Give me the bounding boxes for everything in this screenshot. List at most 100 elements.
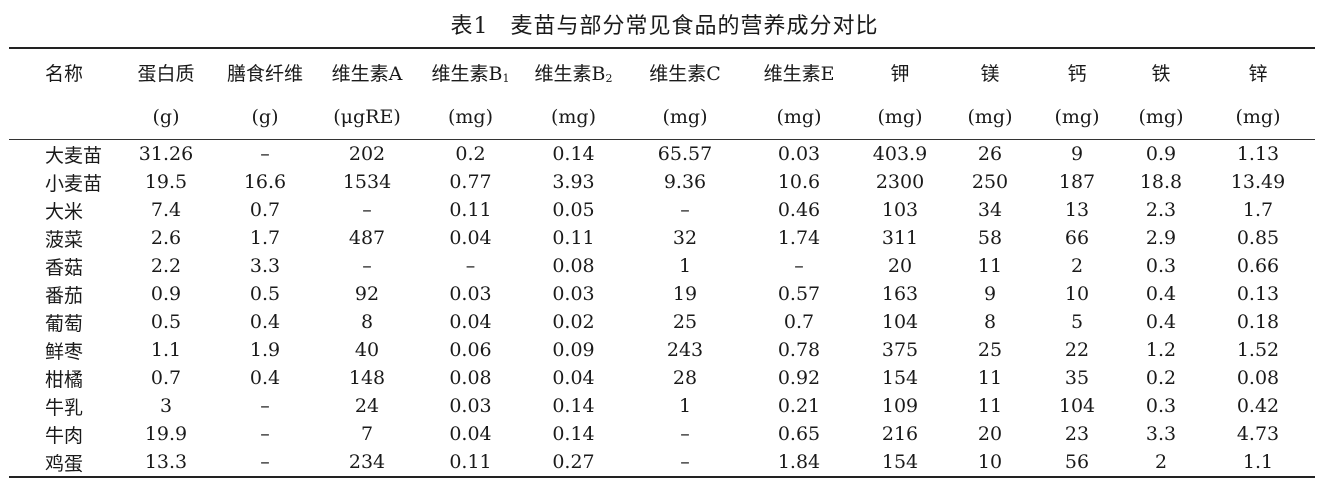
table-cell: 216 <box>881 423 919 445</box>
table-row: 大米 7.4 0.7 – 0.11 0.05 – 0.46 103 34 13 2.3 1.7 <box>9 196 1315 224</box>
table-cell: 0.03 <box>449 283 492 305</box>
table-cell: 0.85 <box>1236 227 1280 249</box>
table-cell: 66 <box>1064 227 1090 249</box>
table-cell: 0.02 <box>552 311 595 333</box>
table-cell: 0.14 <box>552 423 595 445</box>
table-header: 名称 蛋白质 膳食纤维 维生素A 维生素B1 维生素B2 维生素C 维生素E 钾镁钙铁锌 (g)… <box>9 47 1315 140</box>
table-cell: – <box>625 448 745 478</box>
table-cell: 154 <box>881 367 919 389</box>
table-cell: 0.77 <box>449 171 492 193</box>
row-name-cell: 鸡蛋 <box>9 448 117 478</box>
column-header-unit: (mg) <box>1121 95 1201 140</box>
table-cell: 16.6 <box>243 171 287 193</box>
table-cell: 34 <box>977 199 1003 221</box>
table-cell: 22 <box>1064 339 1090 361</box>
table-cell: 0.9 <box>150 283 182 305</box>
table-row: 大麦苗 31.26 – 202 0.2 0.14 65.57 0.03 403.9 26 9 0.9 1… <box>9 140 1315 169</box>
column-header-name: 锌 <box>1201 47 1315 95</box>
table-cell: 250 <box>971 171 1009 193</box>
table-cell: 104 <box>1058 395 1096 417</box>
row-name-cell: 葡萄 <box>45 312 84 335</box>
table-cell: 0.09 <box>552 339 595 361</box>
column-header-name: 铁 <box>1121 47 1201 95</box>
table-cell: 18.8 <box>1139 171 1183 193</box>
row-name-cell: 菠菜 <box>45 228 84 251</box>
table-row: 小麦苗 19.5 16.6 1534 0.77 3.93 9.36 10.6 2300 250 18… <box>9 168 1315 196</box>
table-cell: – <box>362 255 372 277</box>
table-cell: 3.3 <box>1145 423 1177 445</box>
table-cell: 13.49 <box>1230 171 1286 193</box>
table-cell: 0.2 <box>1145 367 1177 389</box>
column-header-label: 镁 <box>980 62 1000 85</box>
table-cell: 0.5 <box>249 283 281 305</box>
column-header-label: 钾 <box>890 62 910 85</box>
column-header-name: 镁 <box>947 47 1033 95</box>
column-header-name: 维生素B2 <box>522 47 625 95</box>
nutrition-table: 名称 蛋白质 膳食纤维 维生素A 维生素B1 维生素B2 维生素C 维生素E 钾镁钙铁锌 (g)… <box>9 47 1315 478</box>
column-header-label: 名称 <box>45 62 84 85</box>
table-caption: 表1 麦苗与部分常见食品的营养成分对比 <box>0 8 1329 40</box>
table-cell: – <box>260 423 270 445</box>
table-cell: 0.46 <box>777 199 821 221</box>
table-cell: 0.18 <box>1236 311 1280 333</box>
table-cell: 56 <box>1033 448 1121 478</box>
table-cell: – <box>362 199 372 221</box>
table-cell: 0.57 <box>777 283 821 305</box>
column-header-unit: (mg) <box>625 95 745 140</box>
table-cell: 0.92 <box>777 367 821 389</box>
column-header-subscript: 1 <box>502 71 510 85</box>
row-name-cell: 小麦苗 <box>45 172 103 195</box>
column-header-label: 锌 <box>1248 62 1268 85</box>
table-cell: 0.13 <box>1236 283 1280 305</box>
table-cell: 187 <box>1058 171 1096 193</box>
table-cell: 1.13 <box>1236 143 1280 165</box>
table-cell: 0.21 <box>777 395 821 417</box>
column-header-name: 维生素A <box>315 47 419 95</box>
column-header-label: 铁 <box>1151 62 1171 85</box>
table-cell: 0.3 <box>1145 395 1177 417</box>
table-cell: – <box>215 448 315 478</box>
table-cell: 23 <box>1064 423 1090 445</box>
table-row: 鲜枣 1.1 1.9 40 0.06 0.09 243 0.78 375 25 22 1.2 1.52 <box>9 336 1315 364</box>
table-cell: 35 <box>1064 367 1090 389</box>
table-cell: 7.4 <box>150 199 182 221</box>
table-row: 香菇 2.2 3.3 – – 0.08 1 – 20 11 2 0.3 0.66 <box>9 252 1315 280</box>
column-header-label: 维生素C <box>649 62 721 85</box>
table-cell: 0.4 <box>249 311 281 333</box>
table-title: 麦苗与部分常见食品的营养成分对比 <box>510 14 879 39</box>
table-cell: 0.78 <box>777 339 821 361</box>
table-cell: 13 <box>1064 199 1090 221</box>
table-cell: 13.3 <box>117 448 215 478</box>
table-cell: 9.36 <box>663 171 707 193</box>
table-cell: – <box>680 423 690 445</box>
table-cell: 0.7 <box>249 199 281 221</box>
table-cell: 1.52 <box>1236 339 1280 361</box>
table-cell: 0.65 <box>777 423 821 445</box>
table-cell: 20 <box>977 423 1003 445</box>
table-cell: 0.14 <box>552 395 595 417</box>
table-cell: 103 <box>881 199 919 221</box>
table-cell: 11 <box>977 255 1003 277</box>
table-cell: 11 <box>977 367 1003 389</box>
column-header-label: 维生素A <box>331 62 403 85</box>
table-cell: 0.06 <box>449 339 492 361</box>
table-body: 大麦苗 31.26–202 0.2 0.14 65.57 0.03 403.9 26 9 0.9 1… <box>9 140 1315 478</box>
table-cell: 1.74 <box>777 227 821 249</box>
table-cell: 1.84 <box>745 448 853 478</box>
table-cell: 7 <box>360 423 374 445</box>
table-cell: 0.03 <box>777 143 821 165</box>
table-cell: 0.4 <box>1145 311 1177 333</box>
table-cell: 2 <box>1121 448 1201 478</box>
column-header-name: 蛋白质 <box>117 47 215 95</box>
table-cell: 0.7 <box>783 311 815 333</box>
table-cell: 0.7 <box>150 367 182 389</box>
table-cell: 0.04 <box>449 227 492 249</box>
table-cell: 26 <box>977 143 1003 165</box>
table-cell: 0.08 <box>1236 367 1280 389</box>
column-header-name: 维生素B1 <box>419 47 522 95</box>
table-cell: 375 <box>881 339 919 361</box>
column-header-label: 维生素E <box>763 62 835 85</box>
table-cell: 3.93 <box>552 171 595 193</box>
table-cell: 0.04 <box>449 423 492 445</box>
table-cell: 2 <box>1070 255 1084 277</box>
